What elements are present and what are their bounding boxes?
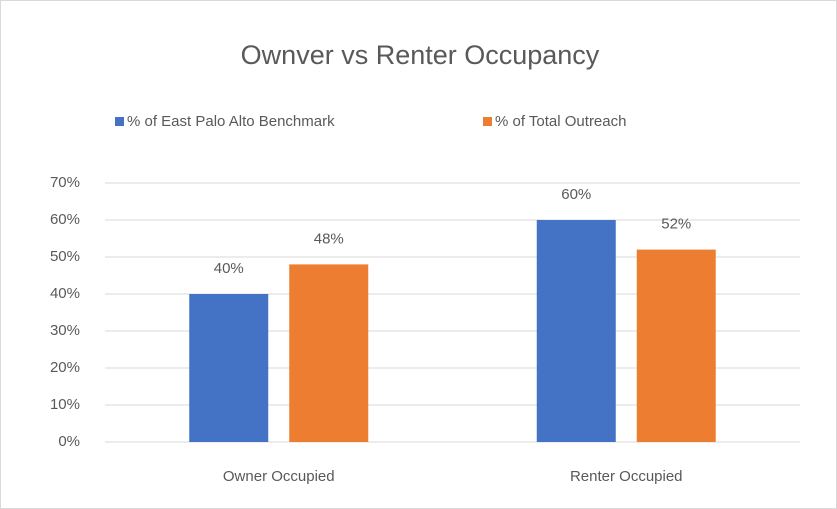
legend-swatch <box>115 117 124 126</box>
y-tick-label: 50% <box>50 248 80 265</box>
y-tick-label: 0% <box>58 433 80 450</box>
y-tick-label: 20% <box>50 359 80 376</box>
x-tick-label: Owner Occupied <box>223 468 335 485</box>
chart-title: Ownver vs Renter Occupancy <box>241 40 600 70</box>
y-tick-label: 60% <box>50 211 80 228</box>
bar <box>289 264 369 442</box>
data-label: 48% <box>314 230 344 247</box>
data-label: 52% <box>661 216 691 233</box>
data-label: 40% <box>214 260 244 277</box>
data-label: 60% <box>561 186 591 203</box>
legend-swatch <box>483 117 492 126</box>
y-tick-label: 70% <box>50 174 80 191</box>
y-tick-label: 40% <box>50 285 80 302</box>
bar <box>636 249 716 442</box>
bar <box>189 294 269 442</box>
y-tick-label: 10% <box>50 396 80 413</box>
bar <box>536 220 616 442</box>
legend-label: % of East Palo Alto Benchmark <box>127 113 335 130</box>
x-tick-label: Renter Occupied <box>570 468 683 485</box>
y-tick-label: 30% <box>50 322 80 339</box>
legend-label: % of Total Outreach <box>495 113 626 130</box>
